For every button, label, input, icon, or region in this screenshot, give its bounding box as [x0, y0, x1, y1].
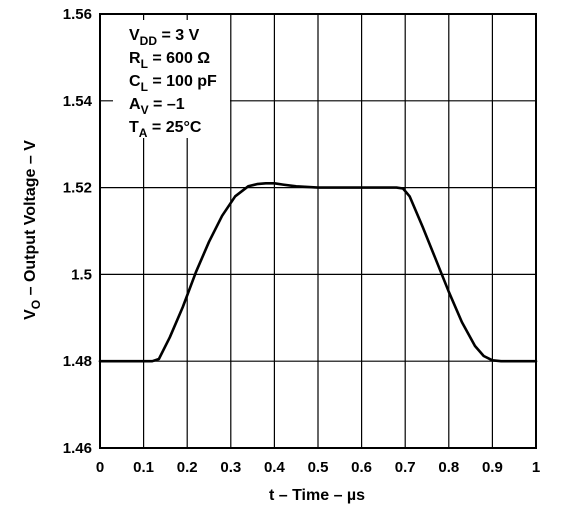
annotation-subscript: L — [141, 80, 148, 94]
annotation-line: AV = –1 — [129, 96, 185, 117]
y-tick-label: 1.56 — [63, 6, 92, 23]
plot-frame — [99, 13, 537, 449]
x-axis-label: t – Time – µs — [269, 487, 365, 504]
x-tick-label: 0.1 — [133, 459, 154, 476]
x-tick-labels: 0 0.1 0.2 0.3 0.4 0.5 0.6 0.7 0.8 0.9 1 — [96, 459, 540, 476]
annotation-value: = –1 — [149, 96, 185, 113]
y-tick-label: 1.46 — [63, 440, 92, 457]
y-axis-label-sub: O — [29, 300, 43, 309]
annotation-value: = 100 pF — [148, 73, 217, 90]
y-axis-label-main: V — [22, 309, 39, 320]
annotation-value: = 25°C — [147, 119, 201, 136]
y-tick-label: 1.52 — [63, 180, 92, 197]
x-tick-label: 0.6 — [351, 459, 372, 476]
annotation-symbol: C — [129, 73, 141, 90]
y-tick-label: 1.5 — [71, 266, 92, 283]
y-tick-labels: 1.46 1.48 1.5 1.52 1.54 1.56 — [63, 6, 93, 457]
annotation-subscript: DD — [140, 34, 158, 48]
series-layer — [98, 182, 538, 363]
annotation-value: = 3 V — [157, 27, 200, 44]
x-tick-label: 1 — [532, 459, 540, 476]
x-tick-label: 0.8 — [438, 459, 459, 476]
annotation-subscript: A — [139, 126, 148, 140]
y-axis-label-rest: – Output Voltage – V — [22, 140, 39, 300]
annotation-line: TA = 25°C — [129, 119, 202, 140]
x-tick-label: 0.7 — [395, 459, 416, 476]
y-axis-label: VO – Output Voltage – V — [22, 140, 43, 320]
annotation-symbol: R — [129, 50, 141, 67]
x-tick-label: 0.4 — [264, 459, 286, 476]
x-tick-label: 0.2 — [177, 459, 198, 476]
annotation-symbol: V — [129, 27, 140, 44]
annotation-symbol: A — [129, 96, 141, 113]
x-tick-label: 0 — [96, 459, 104, 476]
series-line — [98, 182, 538, 363]
annotation-background — [113, 20, 230, 138]
annotation-line: RL = 600 Ω — [129, 50, 210, 71]
annotation-line: VDD = 3 V — [129, 27, 200, 48]
annotation-line: CL = 100 pF — [129, 73, 217, 94]
annotation-subscript: V — [141, 103, 149, 117]
y-tick-label: 1.48 — [63, 353, 92, 370]
annotation-symbol: T — [129, 119, 139, 136]
x-tick-label: 0.5 — [308, 459, 329, 476]
x-tick-label: 0.3 — [220, 459, 241, 476]
x-tick-label: 0.9 — [482, 459, 503, 476]
grid — [100, 14, 536, 448]
annotation-value: = 600 Ω — [148, 50, 210, 67]
y-tick-label: 1.54 — [63, 93, 93, 110]
annotation-subscript: L — [141, 57, 148, 71]
